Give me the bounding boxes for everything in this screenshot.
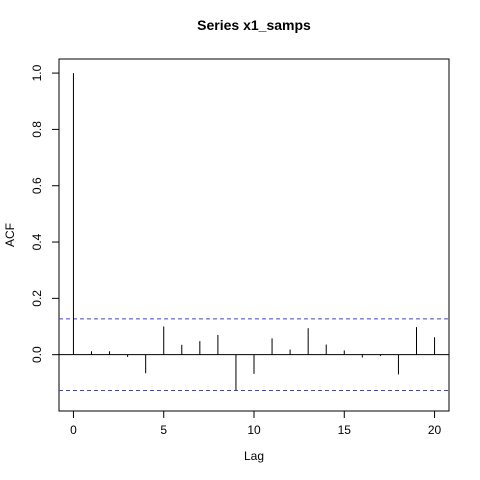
y-tick-label: 0.6 <box>30 177 44 194</box>
y-axis: 0.0 0.2 0.4 0.6 0.8 1.0 <box>30 64 59 363</box>
x-tick-label: 20 <box>428 423 442 437</box>
x-tick-label: 0 <box>70 423 77 437</box>
chart-title: Series x1_samps <box>197 17 311 33</box>
y-tick-label: 0.8 <box>30 121 44 138</box>
y-tick-label: 0.0 <box>30 346 44 363</box>
y-tick-label: 0.2 <box>30 290 44 307</box>
x-axis: 0 5 10 15 20 <box>70 411 442 437</box>
y-tick-label: 1.0 <box>30 64 44 81</box>
x-tick-label: 5 <box>160 423 167 437</box>
x-tick-label: 15 <box>338 423 352 437</box>
x-tick-label: 10 <box>247 423 261 437</box>
y-axis-label: ACF <box>3 223 17 247</box>
plot-area <box>59 73 449 391</box>
y-tick-label: 0.4 <box>30 233 44 250</box>
x-axis-label: Lag <box>244 449 264 463</box>
